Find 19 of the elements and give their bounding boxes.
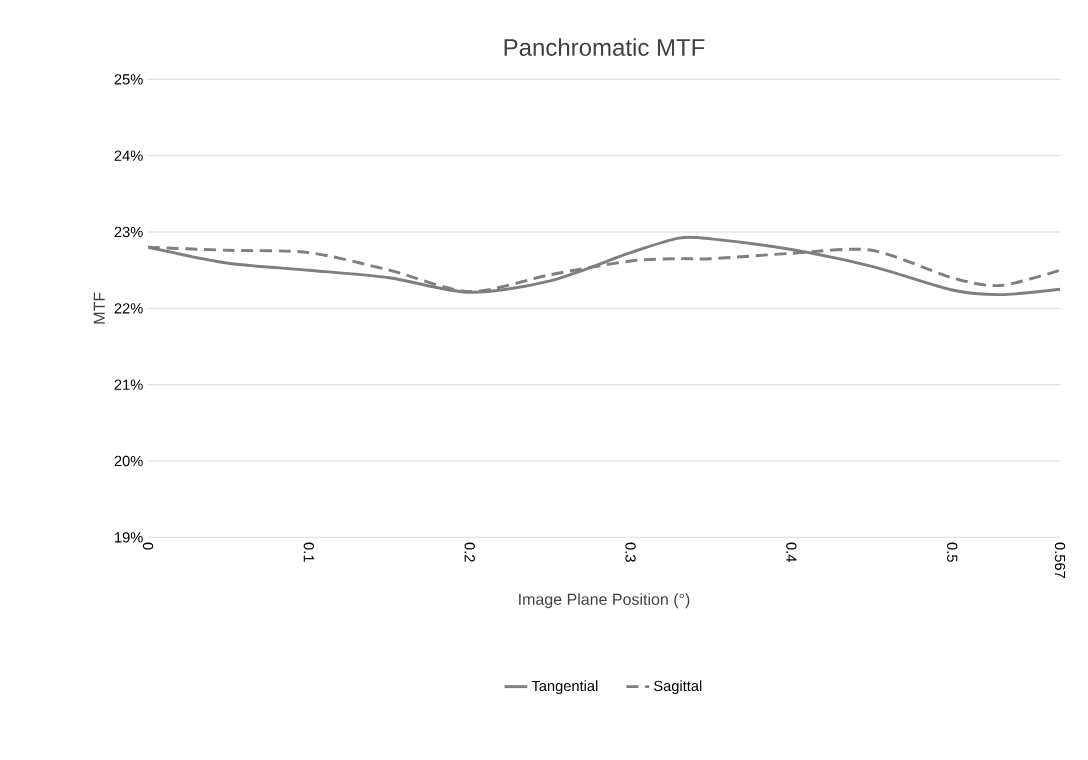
y-tick-label: 25% [114,74,143,85]
x-tick-label: 0.567 [1054,542,1066,579]
legend-label: Tangential [531,680,598,694]
x-tick-label: 0.4 [786,542,797,562]
x-tick-label: 0 [142,542,154,550]
x-axis-title: Image Plane Position (°) [519,593,690,609]
chart-title: Panchromatic MTF [504,38,705,56]
y-tick-label: 23% [114,226,143,238]
y-tick-label: 24% [114,150,143,161]
x-tick-label: 0.2 [464,542,475,562]
x-tick-label: 0.1 [303,542,315,562]
y-tick-label: 21% [114,379,143,390]
y-tick-label: 19% [115,532,143,543]
x-tick-label: 0.3 [625,542,636,562]
x-tick-label: 0.5 [947,542,958,562]
legend-label: Sagittal [654,680,702,694]
y-axis-title: MTF [93,292,105,324]
y-tick-label: 22% [114,303,143,314]
y-tick-label: 20% [114,455,143,467]
